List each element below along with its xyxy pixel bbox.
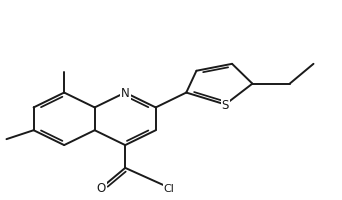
Text: O: O	[97, 181, 106, 194]
Text: N: N	[121, 87, 130, 100]
Text: S: S	[222, 98, 229, 111]
Text: Cl: Cl	[164, 183, 175, 193]
